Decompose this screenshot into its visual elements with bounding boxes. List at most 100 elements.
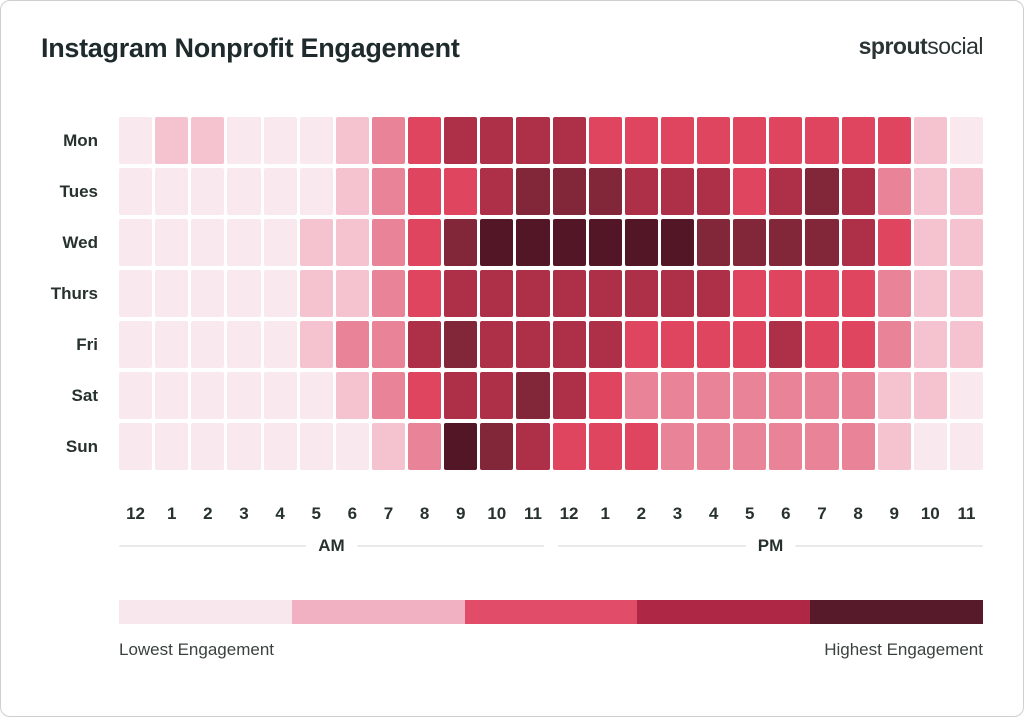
- heatmap-cell: [588, 321, 622, 368]
- legend-color-bar: [119, 600, 983, 624]
- header: Instagram Nonprofit Engagement sproutsoc…: [41, 33, 983, 73]
- heatmap-cell: [227, 168, 261, 215]
- heatmap-cell: [516, 168, 550, 215]
- heatmap-cell: [155, 270, 189, 317]
- heatmap-cell: [408, 423, 442, 470]
- hour-label: 12: [559, 504, 579, 523]
- heatmap-cell: [552, 219, 586, 266]
- heatmap-cell: [769, 168, 803, 215]
- heatmap-cell: [371, 219, 405, 266]
- heatmap-cell: [191, 270, 225, 317]
- pm-label: PM: [757, 536, 784, 555]
- hour-label: 8: [419, 504, 430, 523]
- heatmap-cell: [444, 219, 478, 266]
- heatmap-cell: [552, 423, 586, 470]
- heatmap-cell: [949, 423, 983, 470]
- ampm-halves: AM PM: [119, 536, 983, 556]
- heatmap-cell: [660, 372, 694, 419]
- heatmap-cell: [408, 270, 442, 317]
- heatmap-cell: [408, 321, 442, 368]
- legend-color-segment: [464, 600, 638, 624]
- heatmap-cell: [227, 219, 261, 266]
- day-label-sat: Sat: [71, 385, 98, 405]
- heatmap-cell: [877, 372, 911, 419]
- pm-rule-left: [558, 545, 746, 547]
- heatmap-cell: [769, 372, 803, 419]
- heatmap-cell: [697, 219, 731, 266]
- heatmap-cell: [877, 270, 911, 317]
- heatmap-cell: [877, 219, 911, 266]
- heatmap-cell: [408, 168, 442, 215]
- heatmap-cell: [697, 372, 731, 419]
- heatmap-cell: [263, 168, 297, 215]
- heatmap-cell: [949, 270, 983, 317]
- heatmap-cell: [660, 219, 694, 266]
- heatmap-cell: [155, 321, 189, 368]
- am-rule-right: [356, 545, 545, 547]
- page-title: Instagram Nonprofit Engagement: [41, 33, 460, 63]
- hour-label: 10: [920, 504, 940, 523]
- heatmap-cell: [335, 270, 369, 317]
- heatmap-cell: [733, 321, 767, 368]
- heatmap-cell: [660, 117, 694, 164]
- heatmap-cell: [335, 117, 369, 164]
- heatmap-cell: [949, 372, 983, 419]
- hour-label: 12: [126, 504, 146, 523]
- heatmap-cell: [335, 372, 369, 419]
- hour-axis-spacer: [41, 504, 116, 524]
- heatmap-cell: [155, 117, 189, 164]
- sproutsocial-logo: sproutsocial: [858, 33, 984, 60]
- heatmap-cell: [660, 168, 694, 215]
- heatmap-cell: [588, 270, 622, 317]
- hour-label: 5: [311, 504, 321, 523]
- heatmap-cell: [949, 168, 983, 215]
- heatmap-cell: [841, 117, 875, 164]
- hour-axis: 12 1 2 3 4 5 6 7 8 9 10 11 12 1 2 3 4 5 6 7 8 9 10 11: [41, 504, 983, 524]
- heatmap-cell: [335, 423, 369, 470]
- hour-label: 7: [817, 504, 827, 523]
- heatmap-cell: [913, 168, 947, 215]
- heatmap-cell: [877, 423, 911, 470]
- heatmap-cell: [408, 372, 442, 419]
- hour-label: 6: [781, 504, 791, 523]
- heatmap-cell: [877, 168, 911, 215]
- hour-label: 2: [636, 504, 647, 523]
- legend-lowest-label: Lowest Engagement: [119, 640, 274, 659]
- day-label-mon: Mon: [63, 130, 98, 150]
- heatmap-cell: [516, 321, 550, 368]
- heatmap-cell: [516, 117, 550, 164]
- logo-text-bold: sprout: [858, 33, 928, 59]
- heatmap-cell: [552, 321, 586, 368]
- heatmap-cell: [913, 270, 947, 317]
- hour-label: 7: [383, 504, 394, 523]
- heatmap-cell: [516, 270, 550, 317]
- heatmap-cell: [155, 168, 189, 215]
- heatmap-cell: [697, 168, 731, 215]
- heatmap-cell: [480, 117, 514, 164]
- heatmap-cell: [227, 321, 261, 368]
- heatmap-cell: [444, 372, 478, 419]
- heatmap-cell: [299, 423, 333, 470]
- heatmap-cell: [371, 423, 405, 470]
- heatmap-cell: [335, 219, 369, 266]
- heatmap-cell: [552, 270, 586, 317]
- legend-color-segment: [291, 600, 465, 624]
- heatmap-cell: [191, 168, 225, 215]
- heatmap-cell: [227, 372, 261, 419]
- heatmap-cell: [697, 321, 731, 368]
- heatmap-cell: [805, 219, 839, 266]
- heatmap-cell: [769, 321, 803, 368]
- heatmap-cell: [841, 423, 875, 470]
- am-rule-left: [119, 545, 307, 547]
- heatmap-cell: [263, 321, 297, 368]
- heatmap-cell: [444, 423, 478, 470]
- heatmap-cell: [913, 321, 947, 368]
- heatmap-cell: [408, 219, 442, 266]
- hour-label: 1: [600, 504, 610, 523]
- heatmap-cell: [155, 219, 189, 266]
- heatmap-cell: [805, 372, 839, 419]
- heatmap-cell: [624, 423, 658, 470]
- heatmap-cell: [371, 270, 405, 317]
- heatmap-cell: [624, 270, 658, 317]
